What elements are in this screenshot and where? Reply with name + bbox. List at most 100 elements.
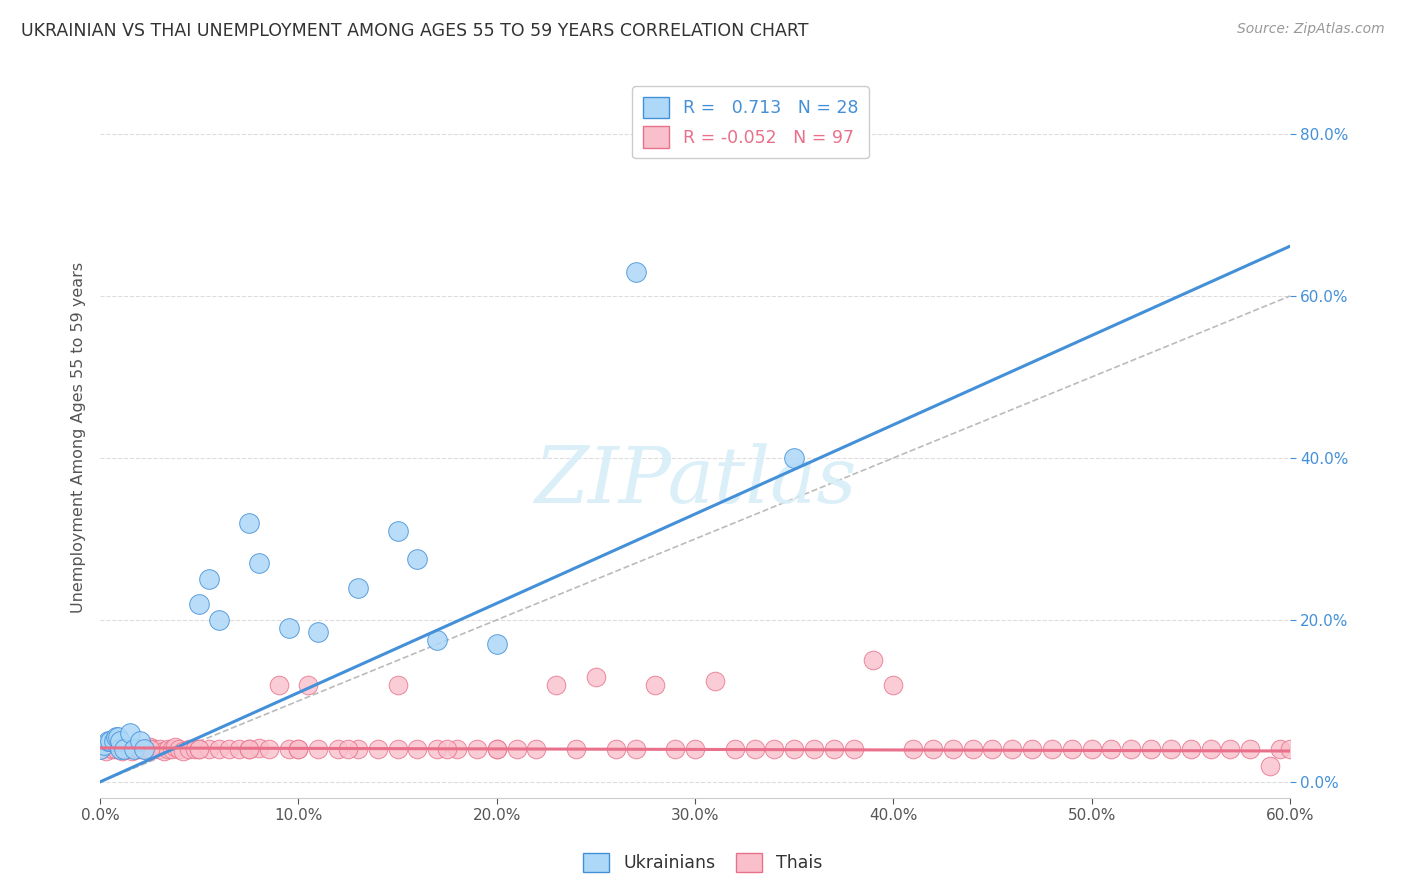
Point (208, 613, 231, 627)
Point (664, 742, 686, 756)
Point (188, 597, 211, 611)
Point (218, 741, 240, 756)
Point (238, 516, 260, 530)
Point (1060, 742, 1083, 756)
Point (138, 740, 160, 755)
Point (98, 740, 121, 755)
Point (238, 742, 260, 756)
Point (783, 742, 806, 756)
Point (112, 742, 135, 756)
Point (962, 742, 984, 756)
Point (184, 742, 207, 756)
Point (287, 742, 309, 756)
Point (307, 742, 329, 756)
Point (108, 734, 131, 748)
Point (446, 742, 468, 756)
Point (1180, 742, 1202, 756)
Point (605, 742, 627, 756)
Point (823, 742, 845, 756)
Point (1140, 742, 1163, 756)
Point (1199, 742, 1222, 756)
Text: ZIPatlas: ZIPatlas (534, 442, 856, 519)
Point (546, 678, 568, 692)
Point (683, 742, 706, 756)
Point (565, 742, 588, 756)
Point (112, 742, 135, 756)
Point (703, 673, 725, 688)
Point (149, 742, 172, 756)
Point (198, 573, 221, 587)
Point (485, 637, 508, 651)
Point (803, 742, 825, 756)
Point (406, 552, 429, 566)
Point (94, 744, 117, 758)
Point (485, 742, 508, 756)
Point (862, 653, 884, 667)
Point (156, 741, 179, 756)
Point (188, 742, 211, 756)
Point (1258, 758, 1281, 772)
Point (103, 734, 125, 748)
Point (101, 742, 124, 756)
Point (93, 739, 115, 753)
Point (132, 742, 155, 756)
Point (644, 678, 666, 692)
Point (128, 734, 150, 748)
Point (98, 734, 121, 748)
Point (228, 742, 250, 756)
Point (238, 742, 260, 756)
Point (121, 744, 143, 758)
Point (125, 740, 148, 755)
Point (1099, 742, 1122, 756)
Point (387, 524, 409, 538)
Point (179, 741, 201, 756)
Point (1239, 742, 1261, 756)
Point (97, 734, 120, 748)
Point (128, 741, 150, 756)
Text: UKRAINIAN VS THAI UNEMPLOYMENT AMONG AGES 55 TO 59 YEARS CORRELATION CHART: UKRAINIAN VS THAI UNEMPLOYMENT AMONG AGE… (21, 22, 808, 40)
Point (247, 556, 270, 570)
Point (104, 731, 127, 745)
Point (763, 742, 786, 756)
Point (744, 742, 766, 756)
Point (505, 742, 527, 756)
Point (104, 742, 127, 756)
Point (337, 742, 360, 756)
Point (942, 742, 965, 756)
Point (160, 742, 183, 756)
Point (882, 678, 904, 692)
Point (118, 726, 141, 740)
Point (1160, 742, 1182, 756)
Point (922, 742, 945, 756)
Point (118, 742, 141, 756)
Point (842, 742, 865, 756)
Point (367, 742, 389, 756)
Point (277, 742, 299, 756)
Point (387, 678, 409, 692)
Point (152, 744, 174, 758)
Point (136, 744, 159, 758)
Point (1268, 742, 1291, 756)
Point (267, 678, 290, 692)
Point (142, 741, 165, 756)
Point (138, 742, 160, 756)
Point (1021, 742, 1043, 756)
Point (1219, 742, 1241, 756)
Point (277, 621, 299, 635)
Point (347, 742, 370, 756)
Legend: Ukrainians, Thais: Ukrainians, Thais (576, 846, 830, 879)
Y-axis label: Unemployment Among Ages 55 to 59 years: Unemployment Among Ages 55 to 59 years (72, 262, 86, 614)
Point (783, 450, 806, 465)
Point (257, 742, 280, 756)
Point (585, 670, 607, 684)
Point (426, 742, 449, 756)
Point (465, 742, 488, 756)
Point (436, 742, 458, 756)
Point (172, 744, 194, 758)
Point (115, 740, 138, 755)
Point (1001, 742, 1024, 756)
Point (981, 742, 1004, 756)
Point (307, 625, 329, 640)
Point (901, 742, 924, 756)
Point (108, 740, 131, 755)
